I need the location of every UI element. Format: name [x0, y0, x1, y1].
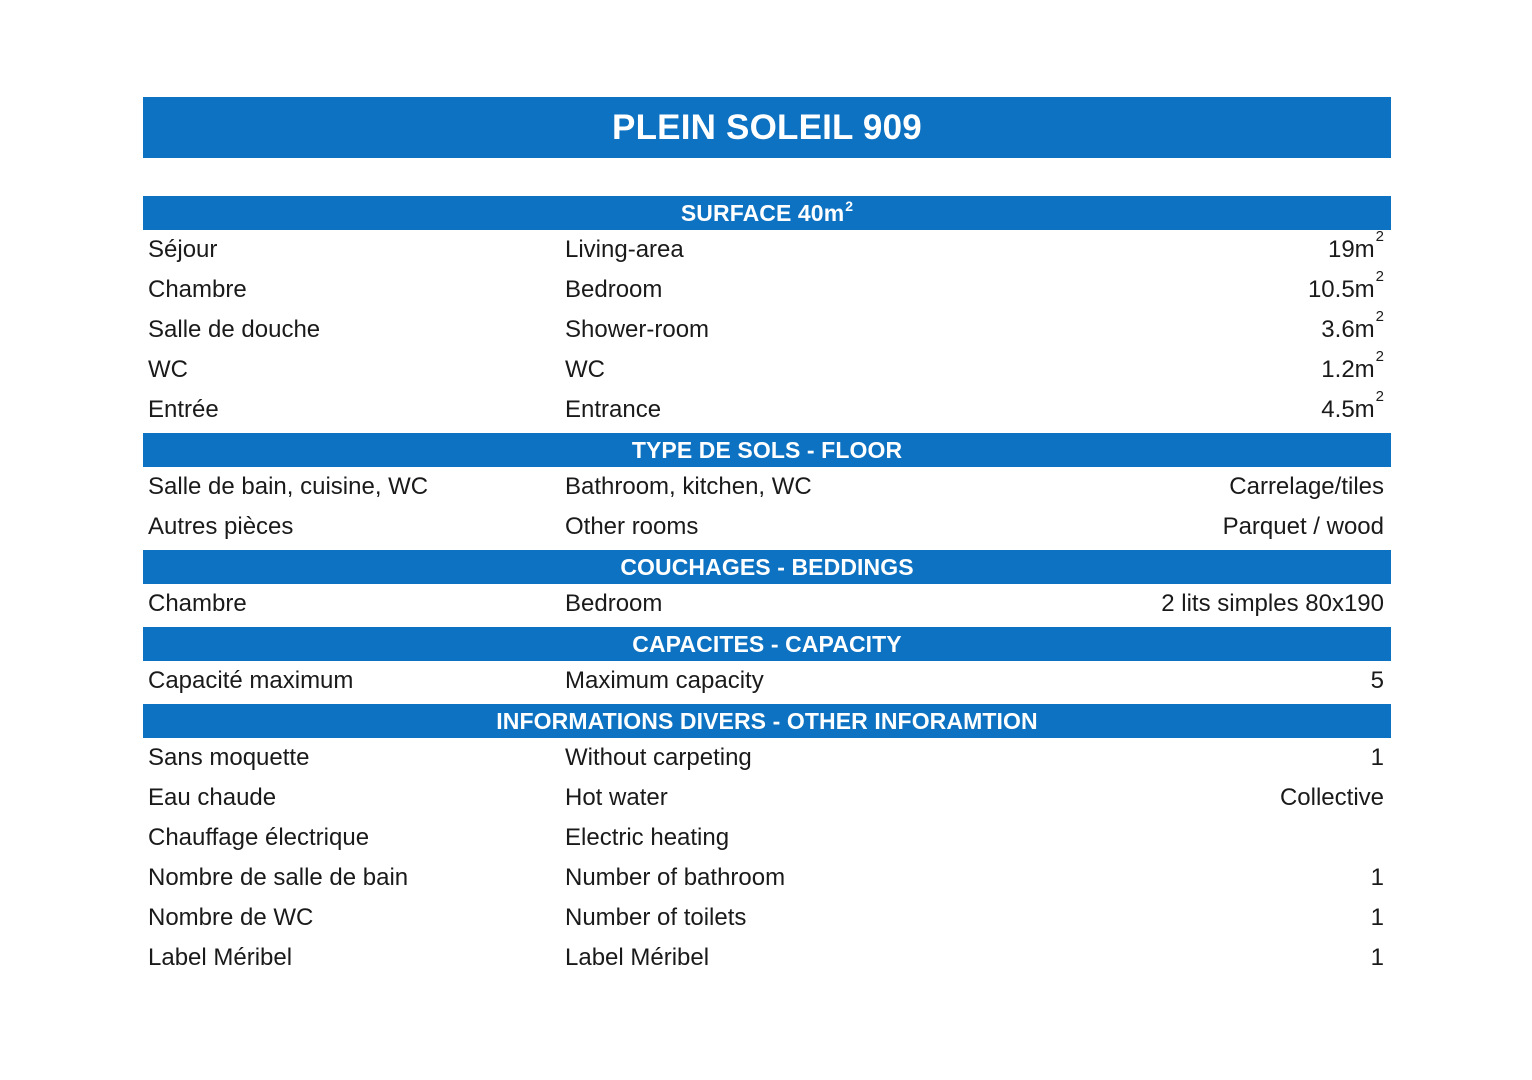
cell-value: 2 lits simples 80x190	[1161, 590, 1391, 618]
table-row: Entrée Entrance 4.5m2	[143, 389, 1391, 430]
document-title-bar: PLEIN SOLEIL 909	[143, 97, 1391, 158]
cell-label-french: Nombre de salle de bain	[148, 864, 409, 891]
value-text: 4.5m	[1321, 396, 1375, 423]
section-header: TYPE DE SOLS - FLOOR	[143, 433, 1391, 467]
cell-label-french: Entrée	[148, 396, 219, 423]
section-title: CAPACITES - CAPACITY	[632, 630, 902, 657]
cell-label-english: Living-area	[565, 236, 684, 263]
section-header: INFORMATIONS DIVERS - OTHER INFORAMTION	[143, 704, 1391, 738]
cell-label-french: Eau chaude	[148, 784, 277, 811]
cell-value: 1	[1371, 944, 1391, 972]
cell-value: Carrelage/tiles	[1229, 473, 1391, 501]
cell-value: 1.2m2	[1321, 349, 1391, 384]
property-info-sheet: PLEIN SOLEIL 909 SURFACE 40m 2 Séjour Livin…	[143, 97, 1391, 978]
cell-label-french: Label Méribel	[148, 944, 293, 971]
section-title: COUCHAGES - BEDDINGS	[620, 553, 914, 580]
table-row: Capacité maximum Maximum capacity 5	[143, 661, 1391, 701]
value-text: 2 lits simples 80x190	[1161, 590, 1384, 617]
section-header: SURFACE 40m 2	[143, 196, 1391, 230]
value-superscript: 2	[1375, 348, 1384, 365]
cell-label-french: Chambre	[148, 276, 247, 303]
section-title: TYPE DE SOLS - FLOOR	[631, 436, 903, 463]
cell-value: 10.5m2	[1307, 269, 1391, 304]
table-row: Eau chaude Hot water Collective	[143, 778, 1391, 818]
cell-value: Parquet / wood	[1223, 513, 1391, 541]
value-text: Collective	[1279, 784, 1384, 811]
cell-label-french: Salle de bain, cuisine, WC	[148, 473, 429, 500]
value-superscript: 2	[1375, 388, 1384, 405]
table-row: Chauffage électrique Electric heating	[143, 818, 1391, 858]
cell-value: 4.5m2	[1321, 389, 1391, 424]
value-text: Carrelage/tiles	[1229, 473, 1384, 500]
cell-label-english: Hot water	[565, 784, 668, 811]
section-header: COUCHAGES - BEDDINGS	[143, 550, 1391, 584]
cell-label-french: Séjour	[148, 236, 218, 263]
table-row: Chambre Bedroom 10.5m2	[143, 269, 1391, 310]
cell-label-english: Shower-room	[565, 316, 710, 343]
table-row: Salle de douche Shower-room 3.6m2	[143, 309, 1391, 350]
table-row: Nombre de salle de bain Number of bathroo…	[143, 858, 1391, 898]
value-text: 19m	[1327, 236, 1375, 263]
section-title: SURFACE 40m	[680, 199, 845, 226]
table-row: Nombre de WC Number of toilets 1	[143, 898, 1391, 938]
cell-label-french: Salle de douche	[148, 316, 321, 343]
value-text: 1	[1370, 864, 1384, 891]
value-superscript: 2	[1375, 268, 1384, 285]
value-text: 10.5m	[1307, 276, 1375, 303]
table-row: Chambre Bedroom 2 lits simples 80x190	[143, 584, 1391, 624]
table-row: Séjour Living-area 19m2	[143, 229, 1391, 270]
cell-label-english: Number of bathroom	[565, 864, 786, 891]
cell-label-english: Bedroom	[565, 276, 663, 303]
cell-label-french: Autres pièces	[148, 513, 294, 540]
value-superscript: 2	[1375, 308, 1384, 325]
table-row: Label Méribel Label Méribel 1	[143, 938, 1391, 978]
value-text: 3.6m	[1321, 316, 1375, 343]
cell-value: 19m2	[1327, 229, 1391, 264]
value-text: Parquet / wood	[1222, 513, 1384, 540]
table-row: Salle de bain, cuisine, WC Bathroom, kitc…	[143, 467, 1391, 507]
cell-label-english: Other rooms	[565, 513, 699, 540]
sections-container: SURFACE 40m 2 Séjour Living-area 19m2 Chambre…	[143, 196, 1391, 978]
cell-value: 3.6m2	[1321, 309, 1391, 344]
cell-label-english: Label Méribel	[565, 944, 710, 971]
value-text: 1	[1370, 944, 1384, 971]
cell-label-english: WC	[565, 356, 605, 383]
cell-label-english: Electric heating	[565, 824, 730, 851]
table-row: WC WC 1.2m2	[143, 349, 1391, 390]
cell-label-english: Bedroom	[565, 590, 663, 617]
cell-label-french: Nombre de WC	[148, 904, 314, 931]
cell-label-french: WC	[148, 356, 188, 383]
cell-value: Collective	[1280, 784, 1391, 812]
cell-value: 1	[1371, 744, 1391, 772]
value-superscript: 2	[1375, 228, 1384, 245]
cell-value: 1	[1371, 904, 1391, 932]
cell-value: 1	[1371, 864, 1391, 892]
section-title: INFORMATIONS DIVERS - OTHER INFORAMTION	[496, 707, 1038, 734]
value-text: 1	[1370, 904, 1384, 931]
cell-label-english: Without carpeting	[565, 744, 752, 771]
cell-label-english: Number of toilets	[565, 904, 747, 931]
cell-label-french: Capacité maximum	[148, 667, 354, 694]
cell-label-english: Maximum capacity	[565, 667, 764, 694]
cell-label-english: Bathroom, kitchen, WC	[565, 473, 812, 500]
value-text: 1	[1370, 744, 1384, 771]
section-header: CAPACITES - CAPACITY	[143, 627, 1391, 661]
cell-label-french: Chambre	[148, 590, 247, 617]
table-row: Autres pièces Other rooms Parquet / wood	[143, 507, 1391, 547]
cell-label-french: Sans moquette	[148, 744, 310, 771]
value-text: 5	[1370, 667, 1384, 694]
cell-label-french: Chauffage électrique	[148, 824, 370, 851]
table-row: Sans moquette Without carpeting 1	[143, 738, 1391, 778]
cell-value: 5	[1371, 667, 1391, 695]
value-text: 1.2m	[1321, 356, 1375, 383]
page-title: PLEIN SOLEIL 909	[612, 107, 922, 147]
cell-label-english: Entrance	[565, 396, 662, 423]
